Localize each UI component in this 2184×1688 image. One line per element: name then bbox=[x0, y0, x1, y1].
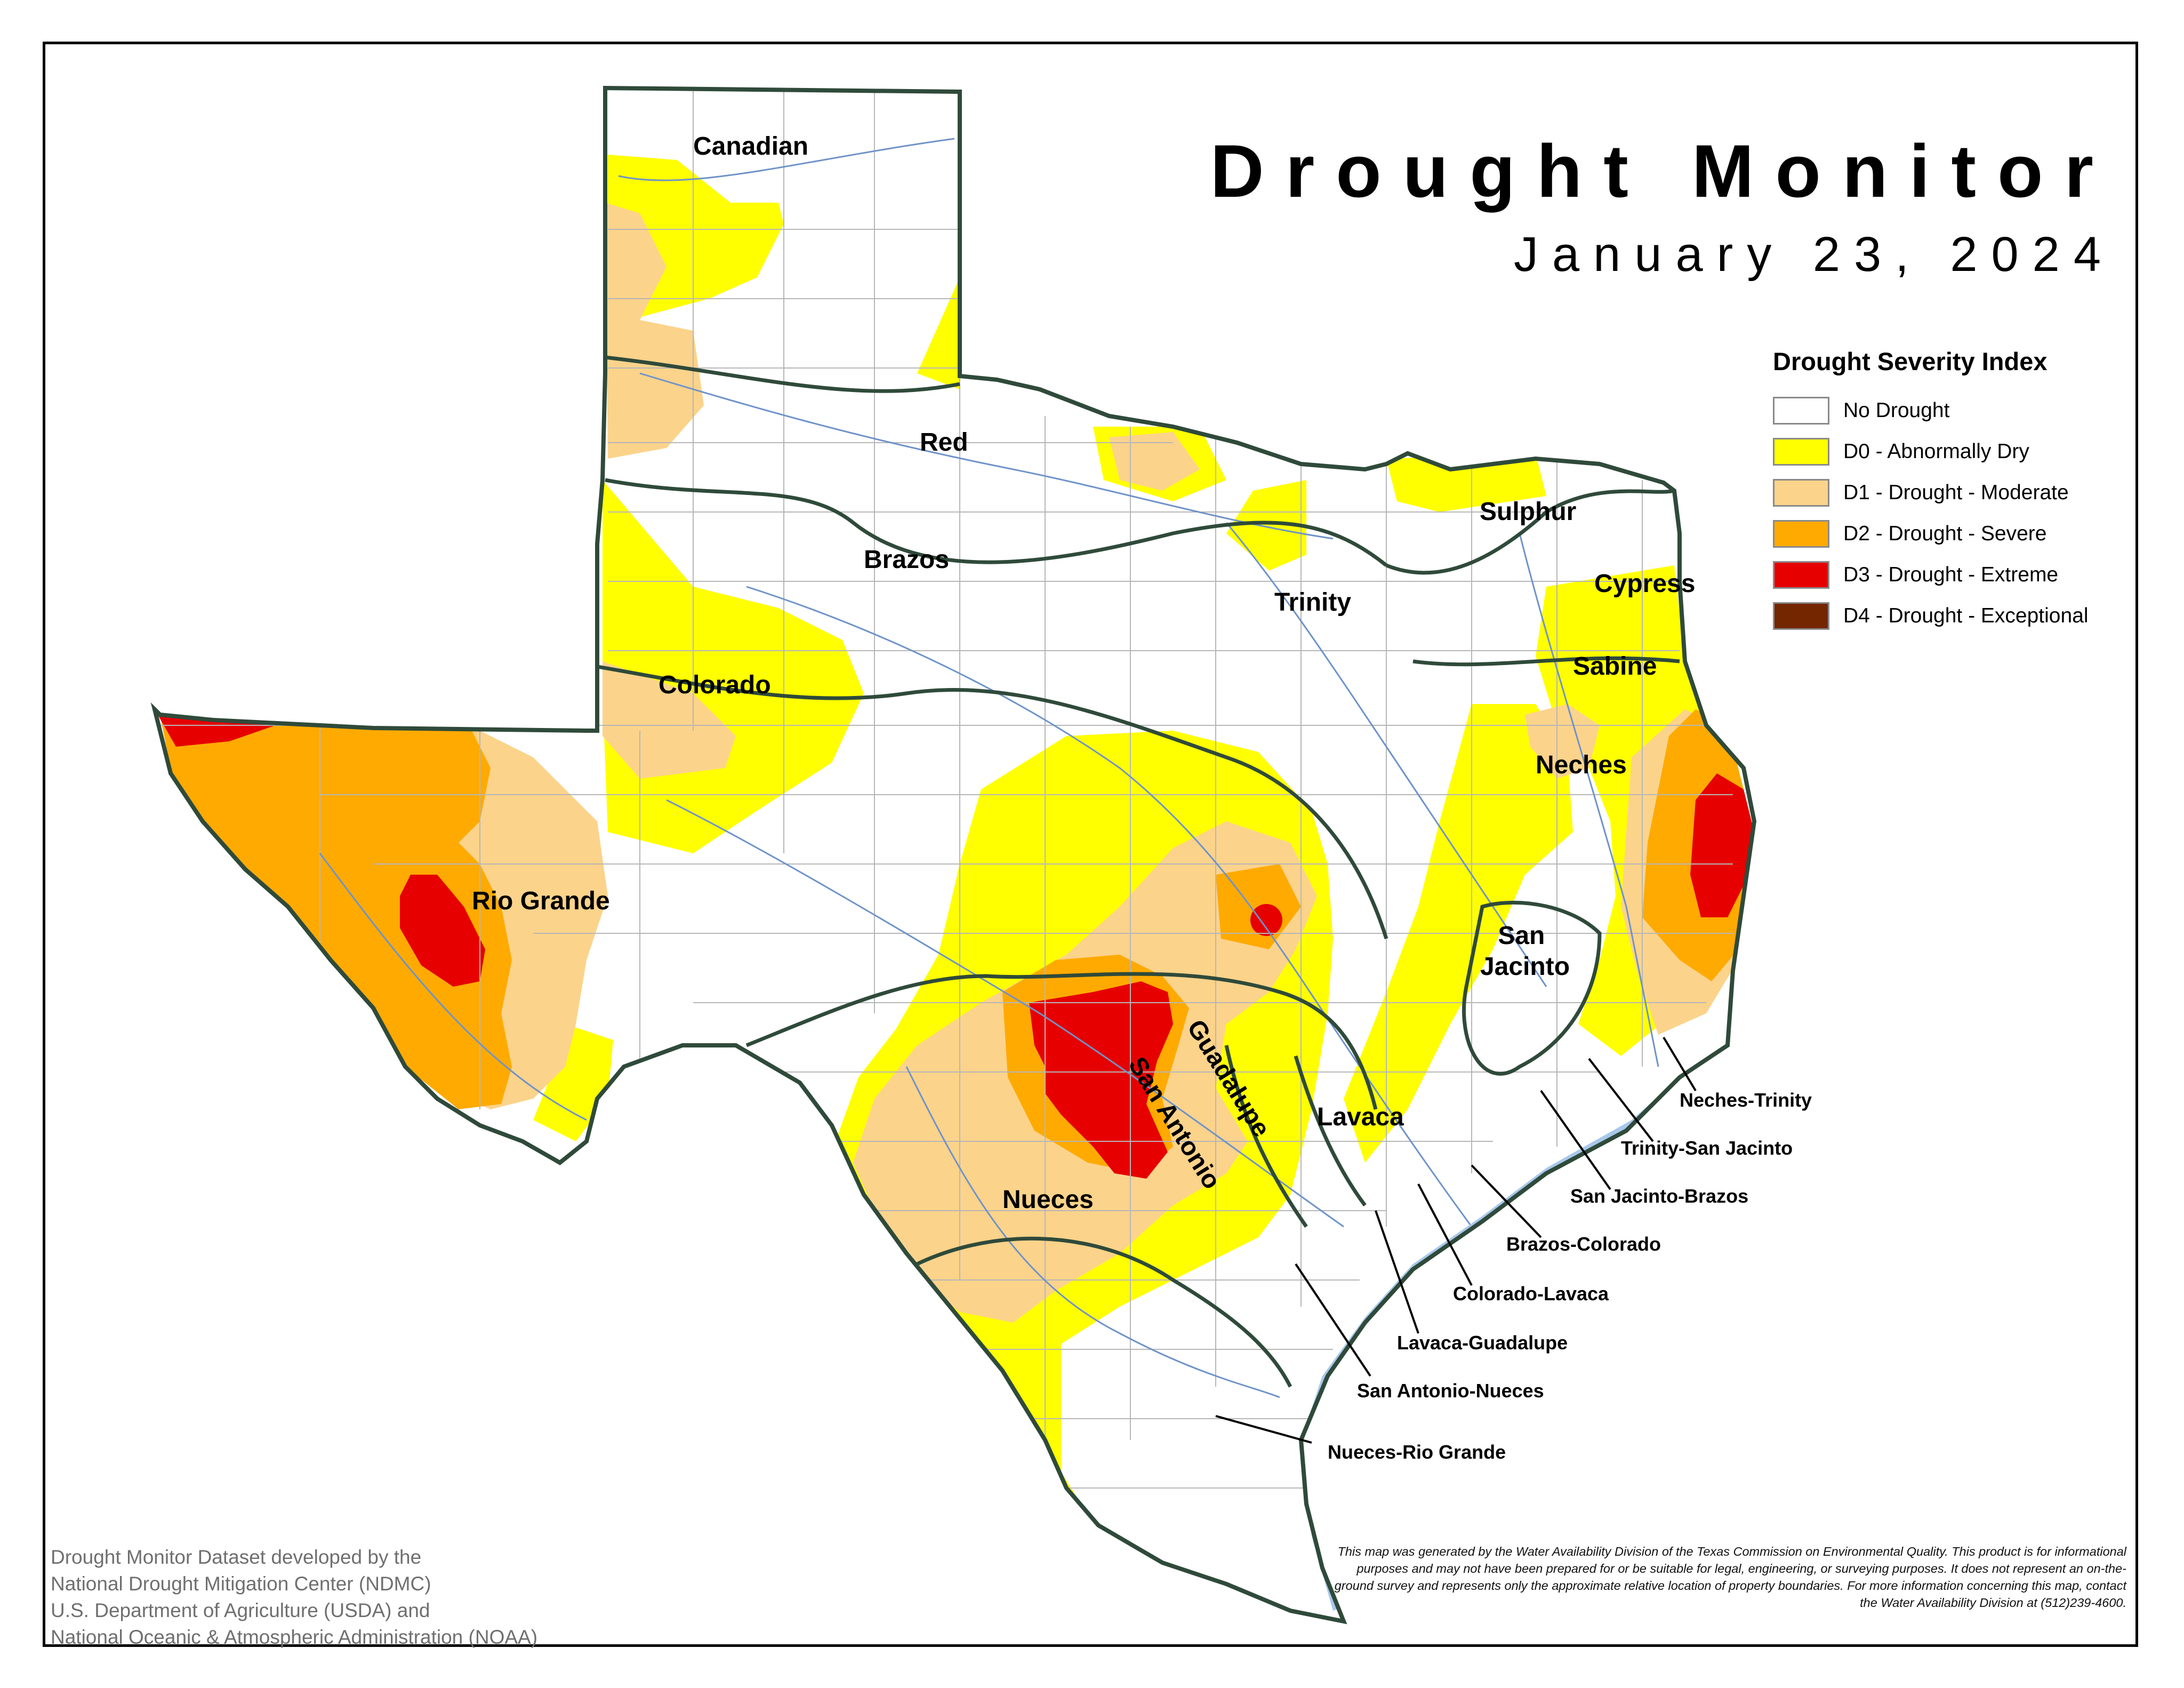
legend-label: D4 - Drought - Exceptional bbox=[1843, 604, 2089, 627]
legend-label: D0 - Abnormally Dry bbox=[1843, 439, 2029, 463]
credit-line: National Oceanic & Atmospheric Administr… bbox=[51, 1626, 538, 1648]
county-boundaries bbox=[160, 88, 1733, 1493]
basin-label-san-jacinto-line2: Jacinto bbox=[1480, 953, 1570, 981]
basin-label-red: Red bbox=[920, 428, 968, 457]
river-basin-boundaries bbox=[597, 355, 1680, 1388]
legend-swatch-no-drought bbox=[1773, 396, 1829, 425]
coastal-label-san-jacinto-brazos: San Jacinto-Brazos bbox=[1570, 1185, 1748, 1207]
basin-label-canadian: Canadian bbox=[693, 132, 808, 161]
drought-legend: Drought Severity Index No Drought D0 - A… bbox=[1773, 347, 2146, 636]
basin-label-neches: Neches bbox=[1536, 751, 1627, 779]
disclaimer-text: This map was generated by the Water Avai… bbox=[1334, 1545, 2126, 1610]
credit-line: U.S. Department of Agriculture (USDA) an… bbox=[51, 1599, 430, 1621]
basin-label-cypress: Cypress bbox=[1594, 570, 1695, 598]
data-credit: Drought Monitor Dataset developed by the… bbox=[51, 1544, 537, 1651]
coastal-label-san-antonio-nueces: San Antonio-Nueces bbox=[1357, 1380, 1544, 1402]
legend-label: D1 - Drought - Moderate bbox=[1843, 481, 2069, 504]
legend-title: Drought Severity Index bbox=[1773, 347, 2048, 375]
legend-label: D2 - Drought - Severe bbox=[1843, 522, 2047, 545]
legend-swatch-d3 bbox=[1773, 561, 1829, 589]
coastal-basin-labels: Neches-Trinity Trinity-San Jacinto San J… bbox=[1328, 1089, 1812, 1463]
basin-label-lavaca: Lavaca bbox=[1317, 1103, 1404, 1131]
credit-line: Drought Monitor Dataset developed by the bbox=[51, 1546, 422, 1568]
coastal-label-brazos-colorado: Brazos-Colorado bbox=[1506, 1233, 1661, 1255]
basin-label-nueces: Nueces bbox=[1002, 1186, 1094, 1214]
coastal-leader-lines bbox=[1215, 1036, 1697, 1444]
basin-label-san-jacinto: San Jacinto bbox=[1480, 922, 1570, 981]
river-network bbox=[319, 138, 1659, 1398]
legend-item-d2: D2 - Drought - Severe bbox=[1773, 513, 2146, 554]
coastal-label-neches-trinity: Neches-Trinity bbox=[1680, 1089, 1812, 1111]
legend-item-no-drought: No Drought bbox=[1773, 390, 2146, 431]
basin-label-brazos: Brazos bbox=[864, 546, 949, 574]
legend-swatch-d2 bbox=[1773, 519, 1829, 548]
map-date: January 23, 2024 bbox=[1514, 227, 2115, 282]
basin-label-colorado: Colorado bbox=[659, 671, 771, 699]
coastal-label-lavaca-guadalupe: Lavaca-Guadalupe bbox=[1397, 1332, 1568, 1354]
legend-swatch-d1 bbox=[1773, 478, 1829, 507]
legend-item-d1: D1 - Drought - Moderate bbox=[1773, 472, 2146, 513]
coastal-label-trinity-san-jacinto: Trinity-San Jacinto bbox=[1621, 1137, 1793, 1159]
texas-outline bbox=[150, 85, 1757, 1625]
basin-label-san-jacinto-text: San bbox=[1498, 922, 1545, 950]
coastal-label-nueces-rio-grande: Nueces-Rio Grande bbox=[1328, 1441, 1506, 1463]
legend-swatch-d4 bbox=[1773, 602, 1829, 630]
legend-swatch-d0 bbox=[1773, 437, 1829, 466]
credit-line: National Drought Mitigation Center (NDMC… bbox=[51, 1573, 431, 1595]
basin-label-sulphur: Sulphur bbox=[1480, 498, 1576, 526]
legend-item-d0: D0 - Abnormally Dry bbox=[1773, 431, 2146, 472]
map-title: Drought Monitor bbox=[1210, 129, 2115, 213]
basin-label-sabine: Sabine bbox=[1573, 652, 1657, 681]
coastal-label-colorado-lavaca: Colorado-Lavaca bbox=[1453, 1283, 1609, 1305]
legend-item-d3: D3 - Drought - Extreme bbox=[1773, 554, 2146, 595]
legend-label: No Drought bbox=[1843, 398, 1950, 422]
map-frame bbox=[43, 42, 2138, 1647]
legend-label: D3 - Drought - Extreme bbox=[1843, 563, 2059, 586]
legend-item-d4: D4 - Drought - Exceptional bbox=[1773, 595, 2146, 636]
basin-label-trinity: Trinity bbox=[1274, 588, 1351, 617]
basin-label-rio-grande: Rio Grande bbox=[472, 887, 610, 915]
